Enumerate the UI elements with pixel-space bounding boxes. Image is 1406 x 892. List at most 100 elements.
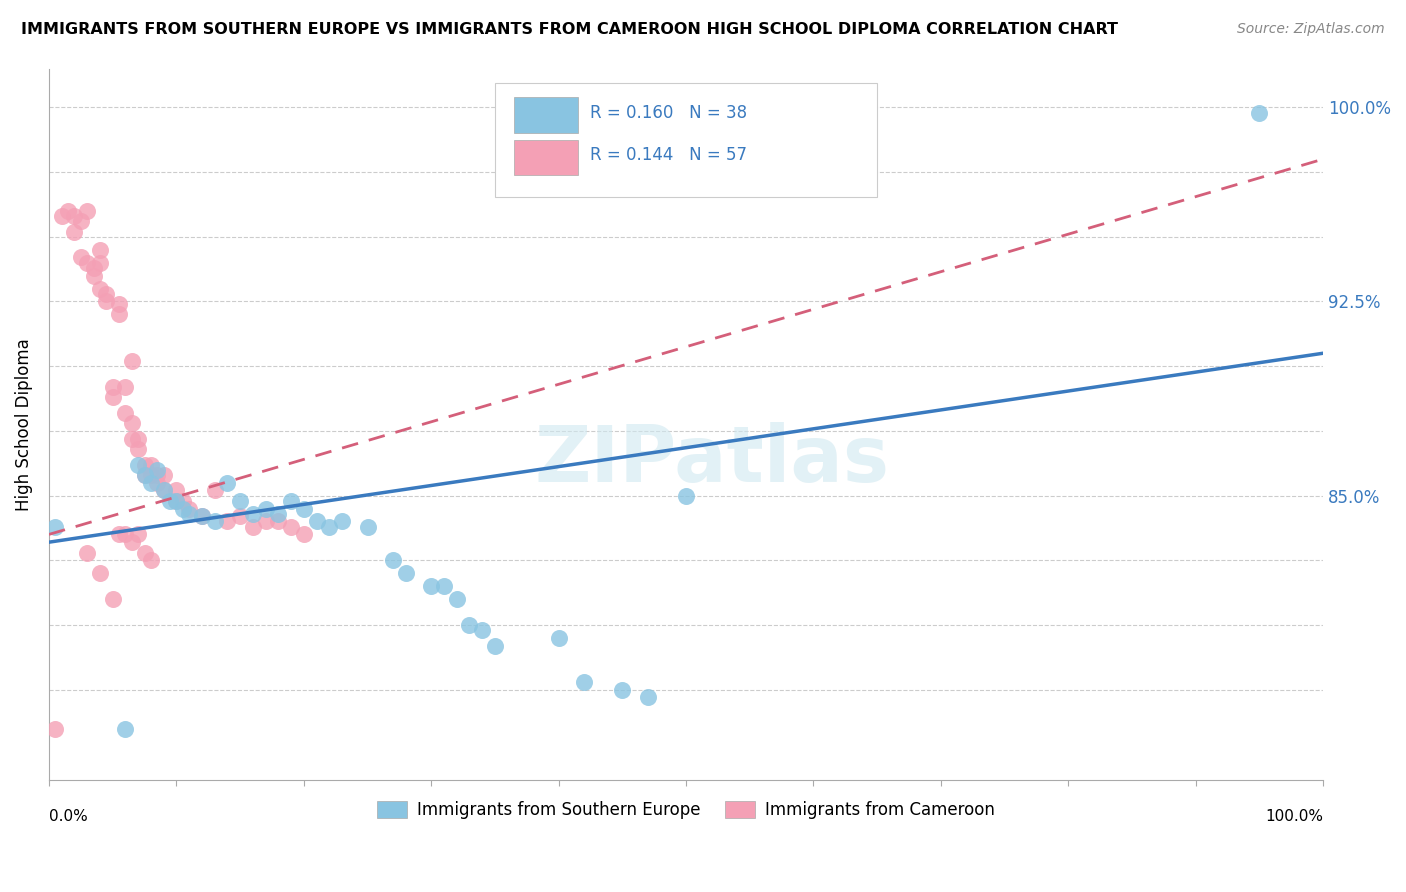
Point [89,566,111,581]
Point [318,519,340,533]
Text: IMMIGRANTS FROM SOUTHERN EUROPE VS IMMIGRANTS FROM CAMEROON HIGH SCHOOL DIPLOMA : IMMIGRANTS FROM SOUTHERN EUROPE VS IMMIG… [21,22,1118,37]
Text: 0.0%: 0.0% [49,809,87,824]
Point [139,467,162,482]
Point [165,493,187,508]
Point [134,545,156,559]
Point [127,442,149,456]
Point [280,519,302,533]
Point [179,507,201,521]
Point [242,507,264,521]
Point [242,519,264,533]
Point [217,475,239,490]
Point [191,509,214,524]
FancyBboxPatch shape [515,140,578,176]
Point [229,493,252,508]
Point [134,458,156,472]
Point [446,592,468,607]
Point [108,527,131,541]
Point [121,416,143,430]
Point [165,483,187,498]
Point [292,527,315,541]
Point [101,380,124,394]
Legend: Immigrants from Southern Europe, Immigrants from Cameroon: Immigrants from Southern Europe, Immigra… [370,794,1002,825]
Point [134,467,156,482]
Point [139,553,162,567]
FancyBboxPatch shape [515,97,578,133]
Point [382,553,405,567]
Text: Source: ZipAtlas.com: Source: ZipAtlas.com [1237,22,1385,37]
Point [127,527,149,541]
Point [121,535,143,549]
Text: ZIPatlas: ZIPatlas [534,422,889,498]
Point [280,493,302,508]
Point [83,260,105,275]
Point [204,483,226,498]
Point [356,519,378,533]
Point [292,501,315,516]
Point [305,515,328,529]
Text: R = 0.144   N = 57: R = 0.144 N = 57 [591,146,748,164]
Point [69,251,91,265]
Point [139,475,162,490]
Point [152,483,174,498]
Point [44,722,66,736]
Point [114,380,136,394]
Point [254,501,277,516]
Point [114,406,136,420]
Y-axis label: High School Diploma: High School Diploma [15,338,32,511]
Point [69,214,91,228]
Point [89,243,111,257]
Point [101,390,124,404]
Point [63,209,86,223]
Point [172,493,194,508]
Point [96,294,118,309]
Point [76,255,98,269]
Point [420,579,443,593]
Point [63,225,86,239]
Point [471,623,494,637]
Point [612,682,634,697]
Point [433,579,456,593]
Point [89,281,111,295]
Point [165,493,187,508]
Point [152,483,174,498]
Point [134,467,156,482]
Point [139,458,162,472]
Point [121,432,143,446]
Text: R = 0.160   N = 38: R = 0.160 N = 38 [591,103,748,121]
Point [458,618,481,632]
Point [76,203,98,218]
Point [267,515,290,529]
Point [204,515,226,529]
Point [267,507,290,521]
Point [114,722,136,736]
Point [152,467,174,482]
Point [127,432,149,446]
Point [108,297,131,311]
Point [56,203,79,218]
Point [484,639,506,653]
Point [637,690,659,705]
Text: 100.0%: 100.0% [1265,809,1323,824]
Point [179,501,201,516]
Point [572,675,595,690]
Point [191,509,214,524]
Point [121,354,143,368]
Point [217,515,239,529]
Point [44,519,66,533]
Point [229,509,252,524]
Point [1249,105,1271,120]
Point [51,209,73,223]
Point [83,268,105,283]
Point [108,307,131,321]
Point [96,286,118,301]
Point [254,515,277,529]
Point [127,458,149,472]
Point [89,255,111,269]
Point [159,493,181,508]
Point [146,475,169,490]
Point [101,592,124,607]
Point [146,467,169,482]
Point [547,631,569,645]
Point [114,527,136,541]
